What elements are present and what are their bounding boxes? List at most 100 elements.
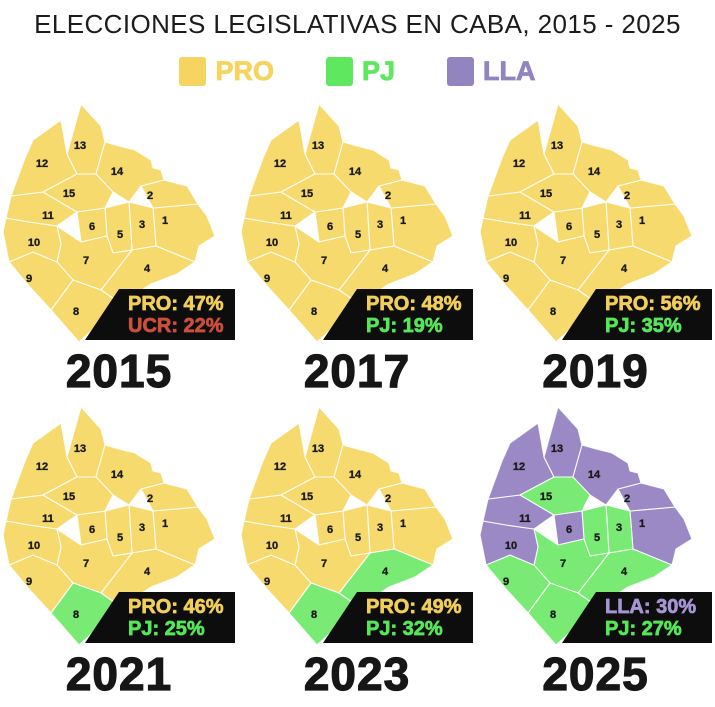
legend-label-lla: LLA <box>483 55 536 86</box>
comuna-number-6: 6 <box>327 524 333 536</box>
comuna-number-4: 4 <box>382 566 389 578</box>
comuna-number-9: 9 <box>26 576 32 588</box>
lla-color-swatch <box>447 56 475 86</box>
comuna-number-8: 8 <box>73 306 79 318</box>
year-label-2019: 2019 <box>542 345 649 397</box>
comuna-number-11: 11 <box>519 210 531 222</box>
comuna-number-12: 12 <box>512 158 524 170</box>
comuna-number-13: 13 <box>74 443 86 455</box>
results-line-pj: PJ: 32% <box>366 618 443 640</box>
comuna-number-2: 2 <box>623 493 629 505</box>
comuna-number-6: 6 <box>565 524 571 536</box>
comuna-number-8: 8 <box>311 306 317 318</box>
comuna-number-6: 6 <box>89 524 95 536</box>
comuna-region-15 <box>42 476 114 516</box>
comuna-number-2: 2 <box>385 493 391 505</box>
comuna-number-6: 6 <box>565 221 571 233</box>
comuna-region-15 <box>280 173 352 213</box>
results-line-pj: PJ: 25% <box>128 618 205 640</box>
results-box <box>561 289 712 340</box>
pro-color-swatch <box>179 56 207 86</box>
legend-item-pj: PJ <box>326 55 395 87</box>
comuna-number-15: 15 <box>539 188 551 200</box>
comuna-number-8: 8 <box>549 306 555 318</box>
comuna-number-11: 11 <box>280 513 292 525</box>
comuna-number-1: 1 <box>162 518 168 530</box>
year-label-2021: 2021 <box>65 648 173 700</box>
map-card-2021: 1 2 3 4 5 6 7 8 9 10 11 12 13 14 15 PRO: 46% PJ: 25% 202… <box>0 399 238 700</box>
comuna-number-5: 5 <box>117 532 123 544</box>
comuna-number-5: 5 <box>355 229 361 241</box>
comuna-number-8: 8 <box>549 609 555 621</box>
comuna-number-11: 11 <box>519 513 531 525</box>
results-line-ucr: UCR: 22% <box>128 315 224 337</box>
comuna-number-7: 7 <box>321 558 327 570</box>
comuna-number-10: 10 <box>504 237 516 249</box>
comuna-number-12: 12 <box>512 461 524 473</box>
comuna-number-3: 3 <box>615 522 621 534</box>
comuna-number-7: 7 <box>83 255 89 267</box>
comuna-number-13: 13 <box>550 443 562 455</box>
legend-item-pro: PRO <box>179 55 274 87</box>
comuna-number-12: 12 <box>36 158 48 170</box>
comuna-number-4: 4 <box>382 263 389 275</box>
comuna-number-4: 4 <box>620 263 627 275</box>
comuna-number-1: 1 <box>400 518 406 530</box>
results-line-pro: PRO: 49% <box>366 596 462 618</box>
comuna-number-10: 10 <box>28 540 40 552</box>
results-box <box>323 592 473 643</box>
comuna-number-2: 2 <box>147 493 153 505</box>
comuna-number-12: 12 <box>36 461 48 473</box>
comuna-number-9: 9 <box>264 273 270 285</box>
comuna-number-10: 10 <box>28 237 40 249</box>
results-box <box>561 592 712 643</box>
results-line-pj: PJ: 27% <box>605 618 682 640</box>
comuna-number-6: 6 <box>89 221 95 233</box>
comuna-number-4: 4 <box>620 566 627 578</box>
results-line-pj: PJ: 35% <box>605 315 682 337</box>
comuna-number-10: 10 <box>504 540 516 552</box>
comuna-number-14: 14 <box>587 469 600 481</box>
pj-color-swatch <box>326 56 353 86</box>
comuna-number-5: 5 <box>593 532 599 544</box>
comuna-number-11: 11 <box>42 210 54 222</box>
comuna-number-9: 9 <box>26 273 32 285</box>
legend-item-lla: LLA <box>447 55 536 87</box>
comuna-number-15: 15 <box>63 491 75 503</box>
year-label-2015: 2015 <box>65 345 173 397</box>
comuna-number-3: 3 <box>615 219 621 231</box>
map-card-2017: 1 2 3 4 5 6 7 8 9 10 11 12 13 14 15 PRO: 48% PJ: 19% 201… <box>238 96 476 395</box>
comuna-number-13: 13 <box>74 140 86 152</box>
comuna-number-12: 12 <box>274 158 286 170</box>
maps-grid: 1 2 3 4 5 6 7 8 9 10 11 12 13 14 15 PRO: 47% UCR: 22% 20… <box>0 96 715 700</box>
comuna-region-15 <box>42 173 114 213</box>
results-line-pro: PRO: 46% <box>128 596 224 618</box>
comuna-number-5: 5 <box>355 532 361 544</box>
comuna-number-7: 7 <box>559 558 565 570</box>
comuna-number-3: 3 <box>377 219 383 231</box>
results-box <box>85 289 235 340</box>
results-line-lla: LLA: 30% <box>605 596 696 618</box>
comuna-number-3: 3 <box>139 219 145 231</box>
legend-label-pro: PRO <box>215 55 274 86</box>
comuna-number-10: 10 <box>266 540 278 552</box>
comuna-number-2: 2 <box>385 190 391 202</box>
map-card-2019: 1 2 3 4 5 6 7 8 9 10 11 12 13 14 15 PRO: 56% PJ: 35% 201… <box>476 96 715 397</box>
legend: PRO PJ LLA <box>0 55 715 87</box>
comuna-number-14: 14 <box>111 166 124 178</box>
page-title: ELECCIONES LEGISLATIVAS EN CABA, 2015 - … <box>34 9 681 39</box>
results-box <box>85 592 235 643</box>
comuna-number-10: 10 <box>266 237 278 249</box>
comuna-number-7: 7 <box>83 558 89 570</box>
comuna-number-1: 1 <box>638 518 644 530</box>
comuna-number-7: 7 <box>559 255 565 267</box>
comuna-number-11: 11 <box>42 513 54 525</box>
year-label-2023: 2023 <box>303 648 411 700</box>
comuna-number-15: 15 <box>301 188 313 200</box>
comuna-number-6: 6 <box>327 221 333 233</box>
comuna-number-1: 1 <box>162 215 168 227</box>
